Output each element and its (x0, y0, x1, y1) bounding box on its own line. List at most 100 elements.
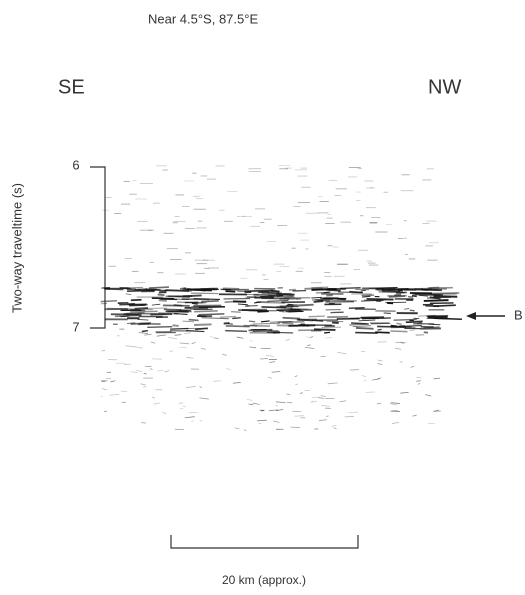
reflector (130, 371, 138, 373)
reflector (307, 344, 311, 346)
reflector (199, 397, 209, 400)
reflector (194, 301, 207, 305)
axis-label: Two-way traveltime (s) (9, 183, 24, 313)
scale-label: 20 km (approx.) (222, 573, 306, 587)
reflector (420, 288, 439, 291)
reflector (393, 318, 417, 321)
reflector (259, 295, 283, 298)
reflector (151, 297, 175, 300)
reflector (396, 291, 407, 294)
reflector (213, 380, 222, 382)
reflector (326, 415, 329, 417)
reflector (331, 425, 337, 427)
reflector (389, 403, 397, 406)
reflector (333, 427, 337, 430)
direction-label: NW (428, 76, 461, 98)
reflector (268, 409, 279, 412)
reflector (339, 400, 347, 403)
reflector (191, 302, 198, 305)
reflector (110, 380, 116, 383)
reflector (368, 286, 398, 289)
reflector (198, 305, 225, 309)
reflector (405, 326, 416, 329)
reflector (362, 295, 371, 298)
reflector (190, 420, 195, 423)
reflector (352, 325, 371, 328)
reflector (360, 289, 366, 292)
reflector (260, 409, 265, 412)
reflector (148, 286, 170, 289)
reflector (404, 308, 410, 310)
reflector (248, 320, 256, 323)
reflector (143, 373, 147, 375)
reflector (409, 309, 415, 312)
reflector (131, 309, 146, 312)
reflector (311, 396, 319, 399)
scale-bar (170, 535, 359, 549)
reflector (225, 329, 248, 333)
reflector (358, 319, 376, 322)
reflector (194, 310, 218, 313)
reflector (254, 301, 261, 304)
reflector (234, 427, 240, 430)
reflector (232, 300, 247, 303)
reflector (225, 325, 250, 328)
reflector (267, 376, 273, 379)
reflector (376, 402, 382, 405)
reflector (327, 382, 338, 385)
reflector (138, 332, 149, 334)
reflector (226, 368, 231, 370)
reflector (275, 401, 286, 404)
reflector (294, 375, 298, 378)
reflector (157, 293, 165, 297)
reflector (427, 315, 433, 319)
reflector (412, 293, 441, 296)
reflector (434, 409, 439, 412)
reflector (318, 419, 327, 421)
tick-label: 7 (72, 319, 79, 334)
reflector (109, 393, 120, 396)
reflector (271, 330, 278, 332)
reflector (236, 336, 244, 339)
reflector (376, 298, 387, 301)
reflector (311, 296, 322, 299)
reflector (164, 370, 170, 373)
reflector (325, 337, 332, 339)
reflector (183, 332, 191, 334)
reflector (337, 352, 347, 355)
reflector (101, 350, 106, 352)
reflector (394, 293, 402, 297)
reflector (167, 337, 178, 340)
reflector (390, 330, 408, 333)
reflector (362, 317, 391, 320)
reflector (425, 304, 440, 308)
reflector (186, 330, 205, 333)
reflector (375, 287, 396, 291)
reflector (153, 402, 160, 405)
reflector (151, 303, 161, 306)
reflector (311, 286, 329, 289)
reflector (173, 304, 183, 307)
reflector (390, 402, 400, 404)
reflector (261, 306, 287, 309)
reflector (201, 299, 219, 303)
reflector (249, 346, 256, 349)
reflector (248, 328, 273, 332)
reflector (308, 315, 325, 318)
reflector (418, 294, 429, 297)
reflector (185, 386, 196, 388)
reflector (290, 308, 312, 311)
reflector (273, 420, 280, 423)
reflector (377, 363, 383, 365)
reflector (377, 325, 406, 328)
reflector (137, 318, 149, 321)
reflector (165, 289, 189, 292)
reflector (282, 322, 294, 325)
reflector (145, 288, 161, 292)
reflector (172, 324, 179, 327)
reflector (135, 369, 143, 373)
reflector (399, 361, 403, 363)
reflector (405, 320, 423, 323)
direction-label: SE (58, 76, 85, 98)
reflector (393, 325, 422, 328)
